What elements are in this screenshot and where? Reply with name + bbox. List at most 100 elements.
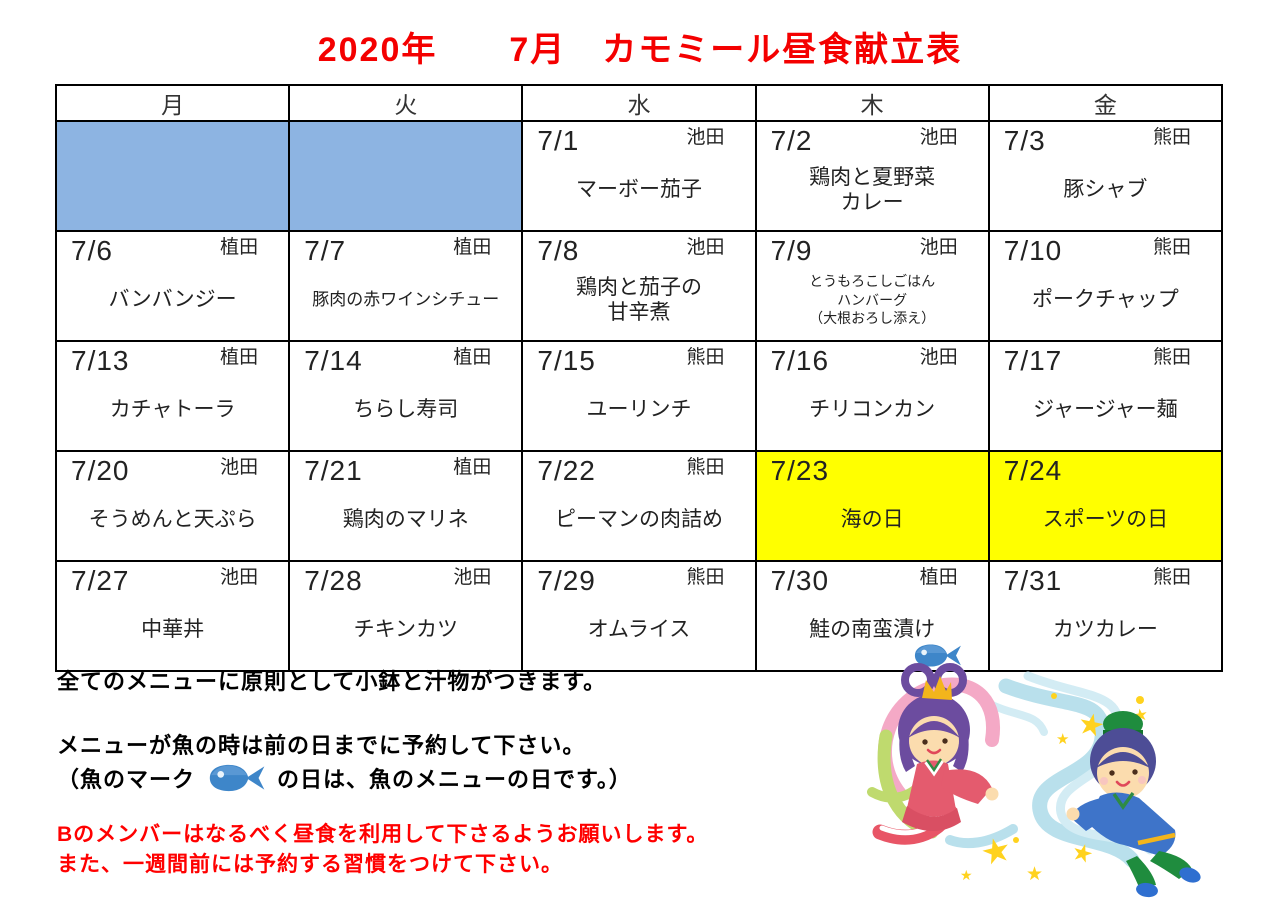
- cell-menu: チキンカツ: [290, 598, 521, 662]
- cell-date: 7/21: [304, 455, 363, 486]
- cell-date: 7/31: [1003, 565, 1063, 596]
- cell-cook: 池田: [220, 567, 259, 588]
- cell-cook: 植田: [453, 237, 492, 258]
- cell-menu: 鶏肉のマリネ: [290, 488, 521, 552]
- cell-menu: マーボー茄子: [523, 158, 754, 222]
- calendar-body: 7/1 池田 マーボー茄子 7/2 池田 鶏肉と夏野菜 カレー 7/3 熊田 豚シャブ 7/6 植田バ…: [54, 120, 1224, 672]
- cell-menu: バンバンジー: [57, 268, 288, 332]
- cell-date: 7/22: [537, 455, 596, 486]
- calendar-cell-7-1: 7/1 池田 マーボー茄子: [521, 120, 757, 232]
- note-side-dish: 全てのメニューに原則として小鉢と汁物がつきます。: [57, 669, 607, 694]
- cell-date: 7/3: [1003, 125, 1046, 156]
- note-fish-mark: （魚のマーク の日は、魚のメニューの日です。）: [57, 762, 708, 794]
- calendar-cell-empty: [54, 120, 291, 232]
- svg-text:★: ★: [1056, 731, 1069, 748]
- svg-text:★: ★: [960, 867, 973, 883]
- calendar-cell-7-21: 7/21 植田 鶏肉のマリネ: [288, 450, 524, 562]
- calendar-cell-7-10: 7/10 熊田 ポークチャップ: [987, 230, 1224, 342]
- cell-holiday-name: 海の日: [840, 508, 904, 532]
- cell-cook: 熊田: [686, 567, 725, 588]
- calendar-cell-7-31: 7/31 熊田 カツカレー: [987, 560, 1224, 672]
- cell-cook: 池田: [919, 237, 958, 258]
- cell-head: 7/20 池田: [57, 452, 288, 488]
- cell-menu-line: 豚肉の赤ワインシチュー: [312, 289, 500, 309]
- cell-head: 7/2 池田: [757, 122, 988, 158]
- cell-date: 7/24: [1003, 455, 1063, 486]
- cell-menu: ピーマンの肉詰め: [523, 488, 754, 552]
- fish-icon: [910, 642, 964, 669]
- calendar-cell-7-8: 7/8 池田 鶏肉と茄子の 甘辛煮: [521, 230, 757, 342]
- cell-cook: 植田: [220, 237, 259, 258]
- cell-cook: 池田: [220, 457, 259, 478]
- cell-head: 7/7 植田: [290, 232, 521, 268]
- cell-date: 7/1: [537, 125, 580, 156]
- cell-cook: 熊田: [686, 347, 725, 368]
- note-warning-2: また、一週間前には予約する習慣をつけて下さい。: [57, 853, 563, 876]
- cell-menu-line: 鶏肉と夏野菜: [809, 165, 936, 189]
- calendar-week-row: 7/27 池田 中華丼 7/28 池田 チキンカツ 7/29 熊田 オムライス 7/30 植田 鮭の南…: [54, 560, 1224, 672]
- cell-date: 7/16: [770, 345, 830, 376]
- footer-notes: 全てのメニューに原則として小鉢と汁物がつきます。 メニューが魚の時は前の日までに…: [57, 664, 708, 878]
- hikoboshi: [1066, 711, 1201, 898]
- svg-text:★: ★: [1026, 864, 1043, 885]
- cell-head: 7/31 熊田: [990, 562, 1221, 598]
- cell-menu: とうもろこしごはん ハンバーグ （大根おろし添え）: [757, 268, 988, 332]
- cell-menu: カツカレー: [990, 598, 1221, 662]
- orihime: [898, 663, 999, 831]
- cell-cook: 熊田: [1152, 237, 1191, 258]
- cell-head: 7/22 熊田: [523, 452, 754, 488]
- cell-menu-line: 甘辛煮: [607, 301, 671, 324]
- cell-menu-line: ジャージャー麺: [1033, 398, 1178, 422]
- calendar-cell-7-17: 7/17 熊田ジャージャー麺: [987, 340, 1224, 452]
- calendar-cell-7-9: 7/9 池田 とうもろこしごはん ハンバーグ （大根おろし添え）: [754, 230, 990, 342]
- cell-menu-line: 鮭の南蛮漬け: [809, 618, 936, 642]
- cell-date: 7/7: [304, 235, 347, 266]
- cell-menu-line: ハンバーグ: [837, 291, 908, 308]
- cell-cook: 熊田: [686, 457, 725, 478]
- cell-menu-line: 鶏肉のマリネ: [342, 508, 469, 532]
- cell-head: 7/16 池田: [757, 342, 988, 378]
- cell-menu: 豚肉の赤ワインシチュー: [290, 268, 521, 332]
- cell-head: 7/14 植田: [290, 342, 521, 378]
- cell-cook: 池田: [686, 237, 725, 258]
- cell-menu-line: 豚シャブ: [1063, 178, 1148, 202]
- cell-head: 7/9 池田: [757, 232, 988, 268]
- cell-head: 7/24: [990, 452, 1221, 488]
- cell-date: 7/17: [1003, 345, 1063, 376]
- cell-head: 7/23: [757, 452, 988, 488]
- calendar-cell-7-2: 7/2 池田鶏肉と夏野菜 カレー: [754, 120, 990, 232]
- cell-menu-line: チリコンカン: [809, 398, 936, 422]
- note-warning-1: Bのメンバーはなるべく昼食を利用して下さるようお願いします。: [57, 823, 709, 846]
- calendar-cell-7-14: 7/14 植田 ちらし寿司: [288, 340, 524, 452]
- calendar-cell-7-23: 7/23 海の日: [754, 450, 990, 562]
- cell-menu-line: 鶏肉と茄子の: [575, 275, 702, 299]
- cell-date: 7/30: [770, 565, 830, 596]
- cell-menu: カチャトーラ: [57, 378, 288, 442]
- cell-date: 7/2: [770, 125, 813, 156]
- calendar-week-row: 7/6 植田 バンバンジー 7/7 植田 豚肉の赤ワインシチュー 7/8 池田 鶏肉と茄子の 甘辛…: [54, 230, 1224, 342]
- milky-way-river: [945, 671, 1155, 868]
- cell-head: 7/17 熊田: [990, 342, 1221, 378]
- cell-menu-line: カチャトーラ: [109, 398, 236, 422]
- cell-cook: 植田: [220, 347, 259, 368]
- weekday-header-月: 月: [54, 84, 291, 122]
- cell-menu-line: ユーリンチ: [586, 398, 692, 422]
- calendar-cell-7-30: 7/30 植田 鮭の南蛮漬け: [754, 560, 990, 672]
- cell-date: 7/15: [537, 345, 596, 376]
- calendar-cell-empty: [288, 120, 524, 232]
- calendar-cell-7-13: 7/13 植田カチャトーラ: [54, 340, 291, 452]
- cell-head: 7/13 植田: [57, 342, 288, 378]
- cell-cook: 池田: [919, 127, 958, 148]
- note-fish-reservation: メニューが魚の時は前の日までに予約して下さい。: [57, 733, 586, 758]
- cell-head: 7/3 熊田: [990, 122, 1221, 158]
- cell-menu: 鶏肉と夏野菜 カレー: [757, 158, 988, 222]
- tanabata-illustration: ★ ★ ★ ★ ★ ★ ★: [838, 644, 1238, 902]
- cell-head: 7/1 池田: [523, 122, 754, 158]
- fish-icon: [203, 762, 269, 794]
- cell-head: 7/28 池田: [290, 562, 521, 598]
- note-fish-mark-prefix: （魚のマーク: [57, 767, 196, 792]
- cell-date: 7/6: [71, 235, 113, 266]
- cell-head: 7/10 熊田: [990, 232, 1221, 268]
- calendar-week-row: 7/1 池田 マーボー茄子 7/2 池田 鶏肉と夏野菜 カレー 7/3 熊田 豚シャブ: [54, 120, 1224, 232]
- calendar-week-row: 7/13 植田 カチャトーラ 7/14 植田 ちらし寿司 7/15 熊田 ユーリンチ 7/16 池田…: [54, 340, 1224, 452]
